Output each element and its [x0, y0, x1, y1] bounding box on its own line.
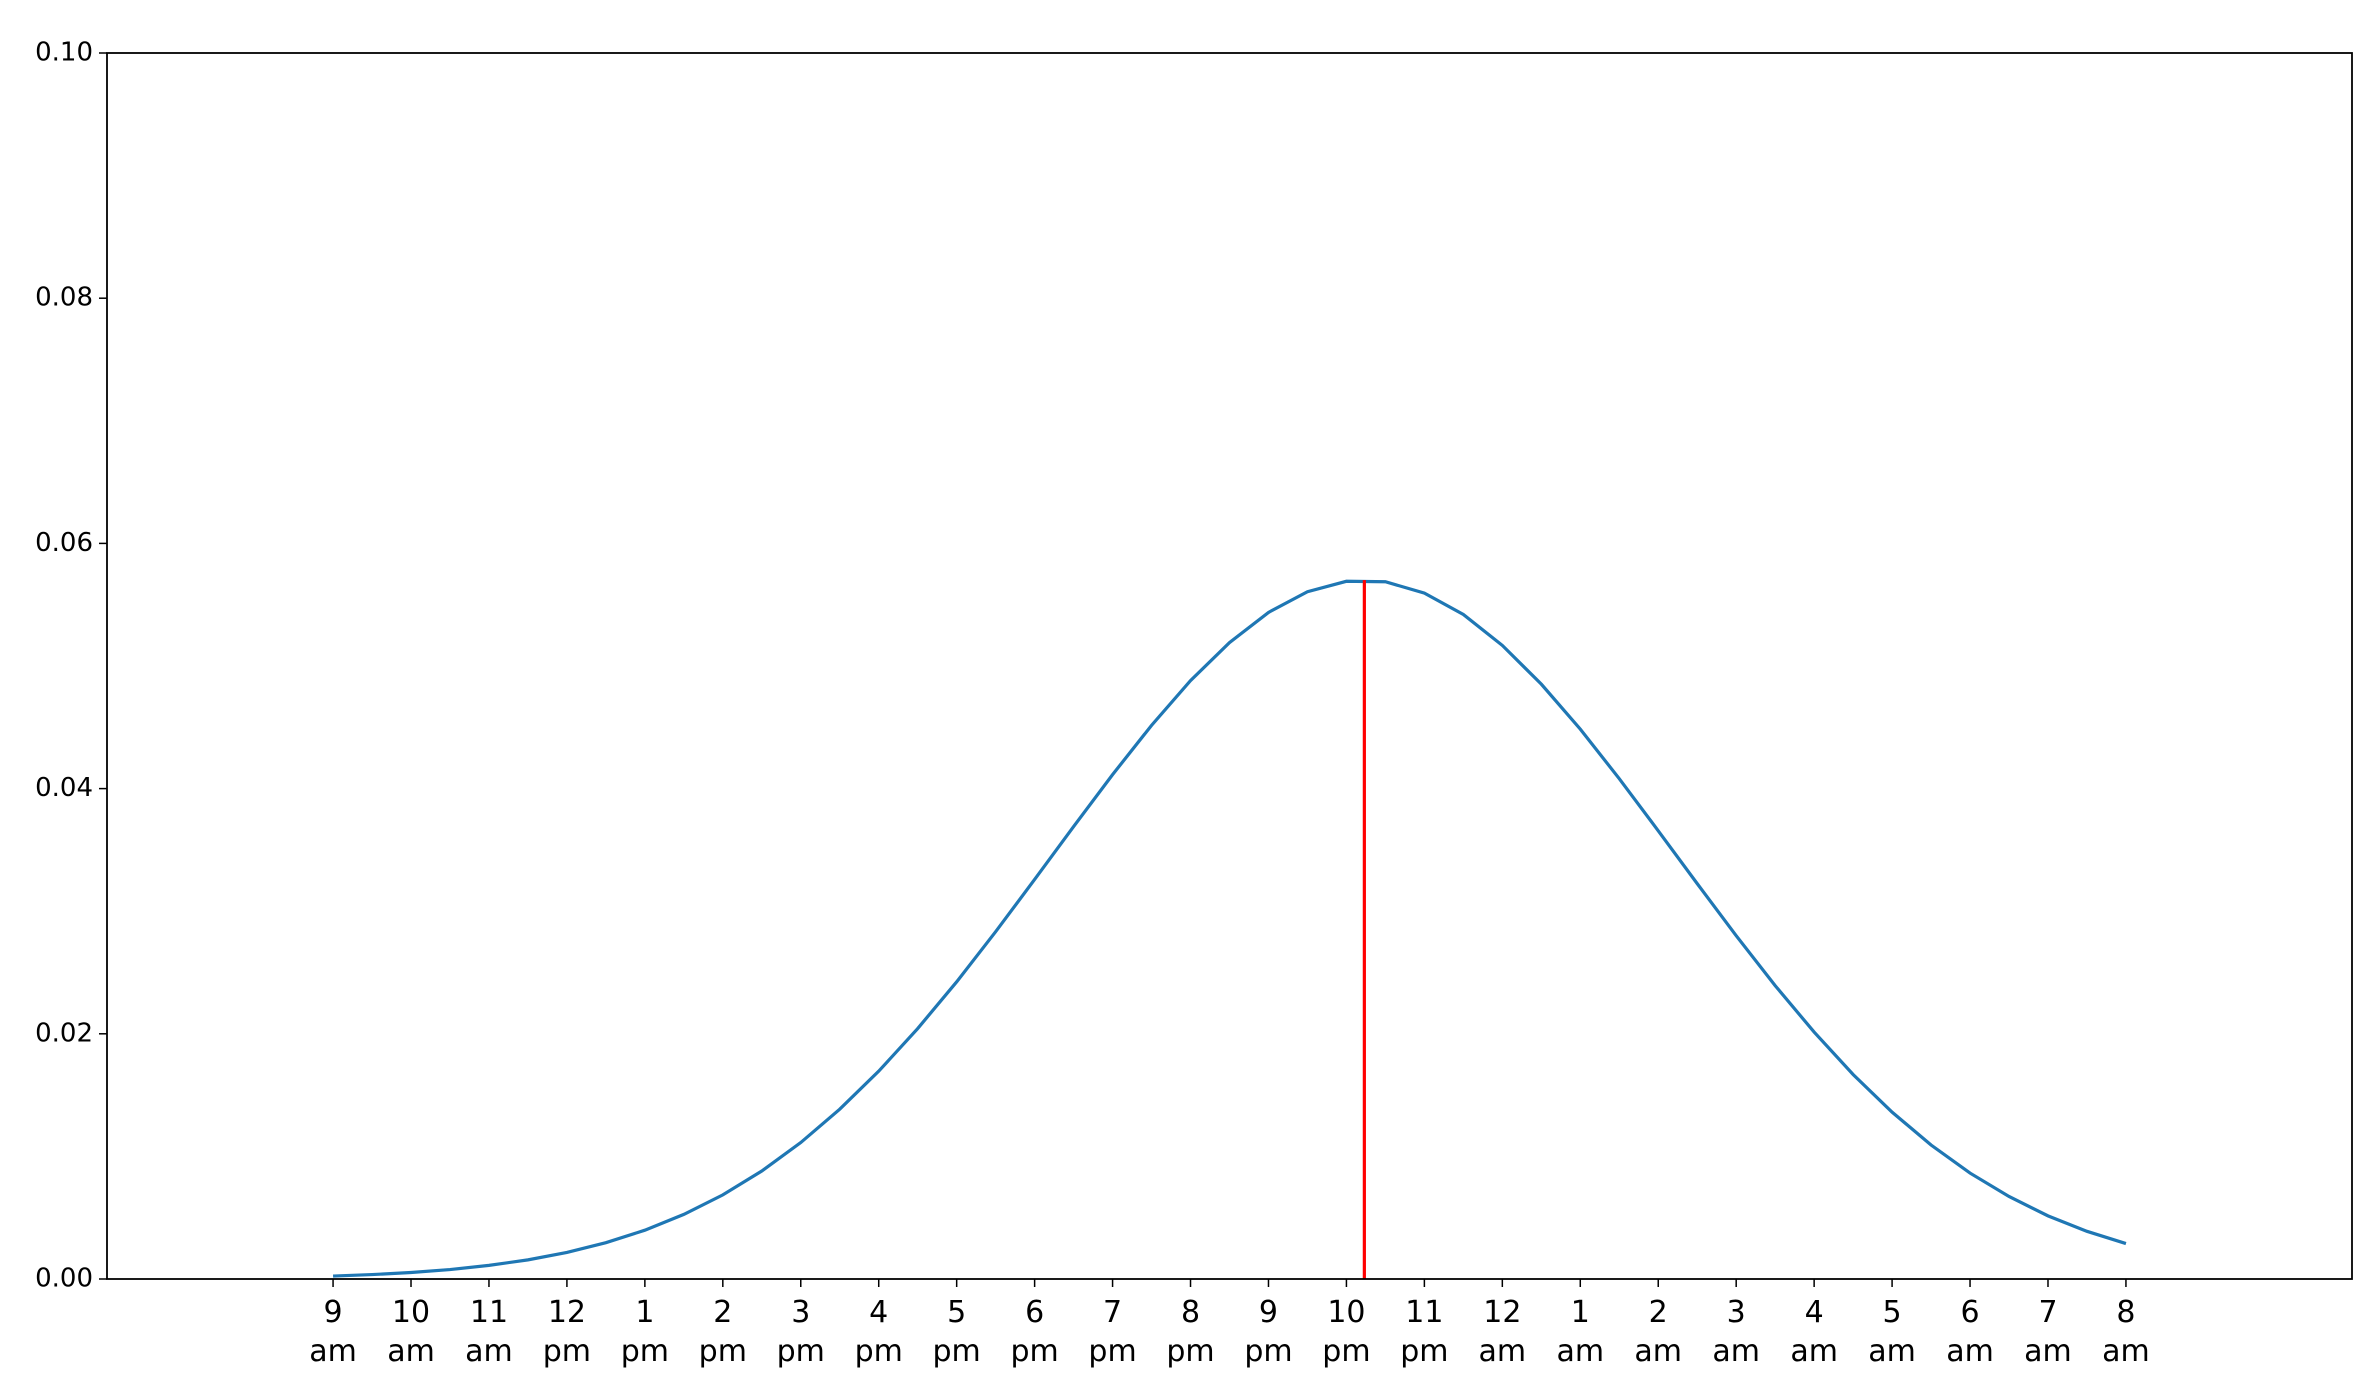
x-tick-label: 9 pm [1244, 1295, 1292, 1369]
x-tick-label: 4 am [1790, 1295, 1838, 1369]
x-tick-label: 7 pm [1088, 1295, 1136, 1369]
x-tick-label: 5 pm [933, 1295, 981, 1369]
plot-frame [106, 52, 2353, 1280]
x-tick-label: 12 pm [543, 1295, 591, 1369]
x-tick-label: 6 am [1946, 1295, 1994, 1369]
y-tick-label: 0.00 [35, 1264, 93, 1294]
y-tick-label: 0.04 [35, 773, 93, 803]
x-tick-label: 6 pm [1010, 1295, 1058, 1369]
x-tick-label: 8 pm [1166, 1295, 1214, 1369]
x-tick-label: 3 am [1712, 1295, 1760, 1369]
x-tick-label: 2 pm [699, 1295, 747, 1369]
y-tick-label: 0.08 [35, 283, 93, 313]
x-tick-label: 1 pm [621, 1295, 669, 1369]
x-tick-label: 12 am [1479, 1295, 1527, 1369]
y-tick-label: 0.02 [35, 1018, 93, 1048]
x-tick-label: 10 am [387, 1295, 435, 1369]
x-tick-label: 11 am [465, 1295, 513, 1369]
x-tick-label: 8 am [2102, 1295, 2150, 1369]
x-tick-label: 5 am [1868, 1295, 1916, 1369]
x-tick-label: 4 pm [855, 1295, 903, 1369]
x-tick-label: 7 am [2024, 1295, 2072, 1369]
y-tick-label: 0.10 [35, 38, 93, 68]
x-tick-label: 11 pm [1400, 1295, 1448, 1369]
y-tick-label: 0.06 [35, 528, 93, 558]
x-tick-label: 3 pm [777, 1295, 825, 1369]
x-tick-label: 1 am [1556, 1295, 1604, 1369]
x-tick-label: 9 am [309, 1295, 357, 1369]
line-series [332, 579, 2127, 1278]
x-tick-label: 2 am [1634, 1295, 1682, 1369]
x-tick-label: 10 pm [1322, 1295, 1370, 1369]
